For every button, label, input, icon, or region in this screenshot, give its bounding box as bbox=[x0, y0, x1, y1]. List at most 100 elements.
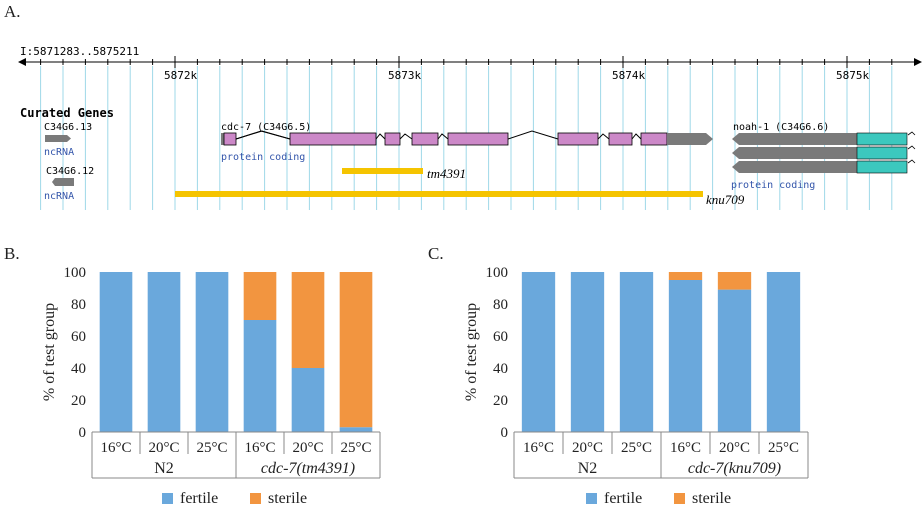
gene-type-noah-1: protein coding bbox=[731, 180, 815, 191]
cdc-7-introns bbox=[235, 130, 642, 140]
x-tick-label: 16°C bbox=[670, 440, 701, 456]
bar-fertile bbox=[99, 272, 133, 432]
group-label: N2 bbox=[578, 460, 598, 477]
gene-name-noah-1: noah-1 (C34G6.6) bbox=[733, 122, 829, 133]
cdc-7-exon bbox=[608, 132, 633, 146]
scale-tick-label: 5873k bbox=[388, 69, 421, 82]
gene-type-cdc-7: protein coding bbox=[221, 152, 305, 163]
bar-fertile bbox=[291, 368, 325, 432]
group-label: cdc-7(knu709) bbox=[688, 460, 781, 477]
genome-browser: I:5871283..5875211 5872k 5873k 5874k 5875k … bbox=[18, 45, 922, 210]
noah-1-isoform bbox=[732, 159, 916, 174]
cdc-7-exon bbox=[557, 132, 599, 146]
x-tick-label: 20°C bbox=[572, 440, 603, 456]
y-tick-label: 100 bbox=[486, 265, 509, 281]
y-tick-label: 40 bbox=[71, 361, 86, 377]
bar-fertile bbox=[668, 280, 703, 432]
x-tick-label: 16°C bbox=[244, 440, 275, 456]
gene-feature-c34g6-13 bbox=[45, 135, 71, 142]
chart-c: % of test group 0 20 40 60 80 100 16°C 20°C 25°C 1… bbox=[463, 265, 809, 507]
deletion-knu709[interactable]: knu709 bbox=[175, 191, 745, 207]
cdc-7-exon bbox=[411, 132, 439, 146]
deletion-label-knu709: knu709 bbox=[706, 192, 745, 207]
gene-c34g6-13[interactable]: C34G6.13 ncRNA bbox=[44, 122, 92, 158]
chart-b: % of test group 0 20 40 60 80 100 16°C 20°C 25°C 1… bbox=[41, 265, 381, 507]
legend-swatch-fertile bbox=[162, 493, 173, 504]
y-tick-label: 80 bbox=[493, 297, 508, 313]
bar-sterile bbox=[339, 272, 373, 428]
y-tick-label: 60 bbox=[71, 329, 86, 345]
bar-fertile bbox=[195, 272, 229, 432]
legend-label-sterile: sterile bbox=[692, 490, 731, 507]
y-tick-label: 40 bbox=[493, 361, 508, 377]
bar-fertile bbox=[717, 289, 752, 432]
cdc-7-exon bbox=[384, 132, 401, 146]
deletion-label-tm4391: tm4391 bbox=[427, 166, 466, 181]
bar-sterile bbox=[291, 272, 325, 368]
bar-fertile bbox=[339, 427, 373, 432]
gene-type-c34g6-13: ncRNA bbox=[44, 147, 74, 158]
track-title: Curated Genes bbox=[20, 106, 114, 120]
x-tick-label: 20°C bbox=[292, 440, 323, 456]
noah-1-isoform bbox=[732, 131, 916, 146]
scale-right-arrow[interactable] bbox=[914, 58, 922, 66]
legend-swatch-sterile bbox=[674, 493, 685, 504]
gene-name-cdc-7: cdc-7 (C34G6.5) bbox=[221, 122, 311, 133]
cdc-7-utr-3 bbox=[667, 133, 713, 145]
y-axis-label: % of test group bbox=[41, 303, 58, 401]
x-tick-label: 25°C bbox=[340, 440, 371, 456]
coordinate-range: I:5871283..5875211 bbox=[20, 45, 139, 58]
legend-label-fertile: fertile bbox=[180, 490, 218, 507]
x-tick-label: 20°C bbox=[719, 440, 750, 456]
deletion-bar-knu709 bbox=[175, 191, 703, 197]
deletion-bar-tm4391 bbox=[342, 168, 423, 174]
scale-ticks: 5872k 5873k 5874k 5875k bbox=[40, 56, 893, 82]
cdc-7-utr-5 bbox=[221, 133, 224, 145]
legend-swatch-sterile bbox=[250, 493, 261, 504]
cdc-7-exon bbox=[223, 132, 237, 146]
panel-label-a: A. bbox=[4, 2, 21, 21]
panel-label-c: C. bbox=[428, 244, 444, 263]
gene-name-c34g6-13: C34G6.13 bbox=[44, 122, 92, 133]
deletion-tm4391[interactable]: tm4391 bbox=[342, 166, 466, 181]
bar-fertile bbox=[243, 320, 277, 432]
gene-feature-c34g6-12 bbox=[52, 178, 74, 186]
legend-label-fertile: fertile bbox=[604, 490, 642, 507]
x-tick-label: 20°C bbox=[148, 440, 179, 456]
y-tick-label: 60 bbox=[493, 329, 508, 345]
legend-swatch-fertile bbox=[586, 493, 597, 504]
scale-tick-label: 5875k bbox=[836, 69, 869, 82]
bar-fertile bbox=[766, 272, 801, 432]
bar-sterile bbox=[717, 272, 752, 290]
bar-sterile bbox=[243, 272, 277, 320]
cdc-7-exon bbox=[640, 132, 668, 146]
x-tick-label: 25°C bbox=[621, 440, 652, 456]
group-label: N2 bbox=[154, 460, 174, 477]
gene-cdc-7[interactable]: cdc-7 (C34G6.5) protein coding bbox=[221, 122, 713, 163]
cdc-7-exon bbox=[447, 132, 509, 146]
bar-fertile bbox=[619, 272, 654, 432]
bar-fertile bbox=[147, 272, 181, 432]
bar-fertile bbox=[521, 272, 556, 432]
bar-fertile bbox=[570, 272, 605, 432]
gene-type-c34g6-12: ncRNA bbox=[44, 191, 74, 202]
x-tick-label: 25°C bbox=[768, 440, 799, 456]
scale-tick-label: 5874k bbox=[612, 69, 645, 82]
y-tick-label: 0 bbox=[501, 425, 509, 441]
gene-c34g6-12[interactable]: C34G6.12 ncRNA bbox=[44, 166, 94, 202]
gene-noah-1[interactable]: noah-1 (C34G6.6) protein coding bbox=[731, 122, 916, 191]
group-label: cdc-7(tm4391) bbox=[261, 460, 355, 477]
cdc-7-exon bbox=[289, 132, 377, 146]
bar-sterile bbox=[668, 272, 703, 280]
scale-left-arrow[interactable] bbox=[18, 58, 26, 66]
y-tick-label: 80 bbox=[71, 297, 86, 313]
y-tick-label: 20 bbox=[493, 393, 508, 409]
panel-label-b: B. bbox=[4, 244, 20, 263]
y-tick-label: 100 bbox=[64, 265, 87, 281]
y-axis-label: % of test group bbox=[463, 303, 480, 401]
x-tick-label: 25°C bbox=[196, 440, 227, 456]
legend-label-sterile: sterile bbox=[268, 490, 307, 507]
x-tick-label: 16°C bbox=[100, 440, 131, 456]
scale-tick-label: 5872k bbox=[164, 69, 197, 82]
